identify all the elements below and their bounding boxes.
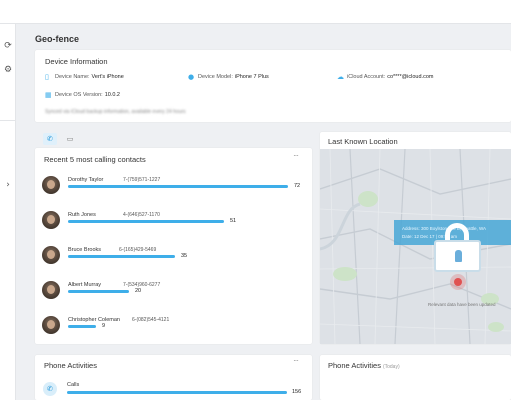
phone-activities-title: Phone Activities bbox=[44, 361, 97, 370]
avatar bbox=[42, 316, 60, 334]
icloud-account-value: co****@icloud.com bbox=[387, 74, 434, 80]
sync-note: Synced via iCloud backup information, av… bbox=[45, 109, 186, 115]
recent-contacts-title: Recent 5 most calling contacts bbox=[44, 155, 146, 164]
cloud-icon: ☁ bbox=[337, 73, 344, 81]
calls-label: Calls bbox=[67, 382, 80, 388]
phone-activities-more-icon[interactable]: ··· bbox=[293, 356, 299, 365]
avatar bbox=[42, 281, 60, 299]
last-known-location-title: Last Known Location bbox=[328, 137, 398, 146]
lock-icon bbox=[434, 223, 481, 272]
contact-row[interactable]: Bruce Brooks 6-(165)429-5469 35 bbox=[42, 246, 306, 268]
contact-call-count: 9 bbox=[102, 323, 106, 329]
device-name-value: Vert's iPhone bbox=[91, 74, 124, 80]
map-streets bbox=[320, 149, 511, 344]
avatar bbox=[42, 176, 60, 194]
location-date: Date: 12 Dec 17 | 09:52 am bbox=[402, 234, 457, 239]
contact-call-count: 35 bbox=[181, 253, 188, 259]
calls-count: 156 bbox=[292, 389, 302, 395]
contact-call-bar bbox=[68, 290, 129, 293]
icloud-account-row: ☁ iCloud Account: co****@icloud.com bbox=[337, 74, 433, 81]
refresh-icon[interactable]: ⟳ bbox=[4, 41, 12, 51]
location-address: Address: 300 Boylston Ave E, Seattle, WA bbox=[402, 226, 487, 231]
phone-tab[interactable]: ✆ bbox=[43, 133, 57, 145]
contact-name: Ruth Jones bbox=[68, 212, 96, 218]
os-version-label: Device OS Version: bbox=[55, 92, 103, 98]
contact-name: Bruce Brooks bbox=[68, 247, 102, 253]
contact-call-bar bbox=[68, 185, 288, 188]
contact-number: 6-(082)545-4121 bbox=[132, 317, 170, 323]
location-pin-icon[interactable] bbox=[450, 274, 466, 290]
device-name-label: Device Name: bbox=[55, 74, 90, 80]
contact-call-bar bbox=[68, 255, 175, 258]
message-tab[interactable]: ▭ bbox=[66, 135, 74, 143]
recent-contacts-card: Recent 5 most calling contacts ··· Dorot… bbox=[35, 148, 312, 344]
map-update-note: Relevant data have been updated bbox=[428, 302, 496, 307]
keyhole bbox=[455, 250, 462, 262]
chevron-right-icon[interactable]: › bbox=[6, 180, 10, 190]
contact-call-bar bbox=[68, 220, 224, 223]
avatar-face bbox=[47, 215, 55, 224]
settings-icon[interactable]: ⚙ bbox=[3, 65, 13, 75]
avatar-face bbox=[47, 320, 55, 329]
device-name-row: ▯ Device Name: Vert's iPhone bbox=[45, 74, 124, 81]
calendar-icon: ▦ bbox=[45, 91, 52, 99]
phone-icon: ▯ bbox=[45, 73, 49, 81]
contact-row[interactable]: Ruth Jones 4-(646)527-1170 51 bbox=[42, 211, 306, 233]
today-subtitle: (Today) bbox=[382, 364, 400, 370]
contact-row[interactable]: Albert Murray 7-(534)960-6277 20 bbox=[42, 281, 306, 303]
contact-call-count: 51 bbox=[230, 218, 237, 224]
last-known-location-card: Last Known Location Address: 300 Boylsto… bbox=[320, 132, 511, 344]
calls-bar bbox=[67, 391, 287, 394]
lock-shackle bbox=[445, 223, 469, 245]
contact-name: Dorothy Taylor bbox=[68, 177, 104, 183]
device-model-value: iPhone 7 Plus bbox=[234, 74, 269, 80]
avatar bbox=[42, 246, 60, 264]
avatar-face bbox=[47, 285, 55, 294]
icloud-account-label: iCloud Account: bbox=[347, 74, 386, 80]
phone-activities-today-title: Phone Activities (Today) bbox=[328, 361, 400, 370]
contact-number: 7-(534)960-6277 bbox=[123, 282, 161, 288]
contact-call-count: 20 bbox=[135, 288, 142, 294]
os-version-value: 10.0.2 bbox=[104, 92, 120, 98]
contact-call-count: 72 bbox=[294, 183, 301, 189]
left-rail: ⟳ ⚙ › bbox=[0, 24, 16, 400]
avatar-face bbox=[47, 250, 55, 259]
apple-icon: ● bbox=[188, 73, 195, 81]
device-model-label: Device Model: bbox=[198, 74, 233, 80]
rail-divider bbox=[0, 120, 16, 121]
lock-body bbox=[434, 240, 481, 272]
phone-activities-card: Phone Activities ··· ✆ Calls 156 bbox=[35, 355, 312, 400]
contact-row[interactable]: Dorothy Taylor 7-(759)571-1227 72 bbox=[42, 176, 306, 198]
phone-activities-today-label: Phone Activities bbox=[328, 361, 381, 370]
phone-activities-today-card: Phone Activities (Today) bbox=[320, 355, 511, 400]
page-title: Geo-fence bbox=[35, 34, 80, 44]
contact-call-bar bbox=[68, 325, 96, 328]
avatar bbox=[42, 211, 60, 229]
top-bar bbox=[0, 0, 511, 24]
device-information-title: Device Information bbox=[45, 57, 108, 66]
os-version-row: ▦ Device OS Version: 10.0.2 bbox=[45, 92, 120, 99]
phone-call-icon: ✆ bbox=[43, 382, 57, 396]
contact-row[interactable]: Christopher Coleman 6-(082)545-4121 9 bbox=[42, 316, 306, 338]
contact-number: 4-(646)527-1170 bbox=[123, 212, 160, 218]
contact-name: Christopher Coleman bbox=[68, 317, 120, 323]
location-map[interactable]: Address: 300 Boylston Ave E, Seattle, WA… bbox=[320, 149, 511, 344]
device-information-card: Device Information ▯ Device Name: Vert's i… bbox=[35, 50, 511, 122]
contact-number: 6-(165)429-5469 bbox=[119, 247, 157, 253]
contact-name: Albert Murray bbox=[68, 282, 102, 288]
device-model-row: ● Device Model: iPhone 7 Plus bbox=[188, 74, 269, 81]
contact-number: 7-(759)571-1227 bbox=[123, 177, 161, 183]
avatar-face bbox=[47, 180, 55, 189]
more-options-icon[interactable]: ··· bbox=[293, 151, 299, 160]
